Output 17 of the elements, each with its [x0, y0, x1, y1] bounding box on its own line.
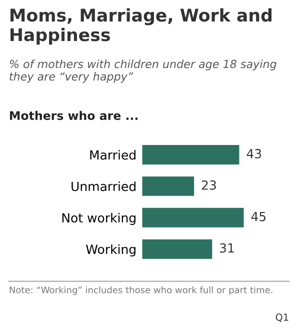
- y-tick-label: Unmarried: [72, 181, 136, 192]
- bar: [142, 208, 244, 228]
- data-label: 31: [220, 243, 234, 253]
- data-label: 23: [202, 180, 216, 190]
- chart-subtitle: % of mothers with children under age 18 saying they are “very happy”: [10, 60, 276, 83]
- bar: [142, 239, 212, 259]
- text: Q1: [276, 313, 288, 322]
- data-label: 43: [246, 148, 262, 158]
- data-label: 45: [251, 212, 266, 222]
- bar: [142, 144, 240, 164]
- y-tick-label: Working: [86, 244, 136, 256]
- chart-title: Moms, Marriage, Work and Happiness: [10, 8, 272, 45]
- text: Note: “Working” includes those who work full or part time.: [10, 286, 272, 296]
- y-axis-title: Mothers who are ...: [10, 110, 138, 120]
- y-tick-label: Married: [90, 150, 136, 160]
- bar: [142, 176, 194, 196]
- y-tick-label: Not working: [62, 212, 136, 225]
